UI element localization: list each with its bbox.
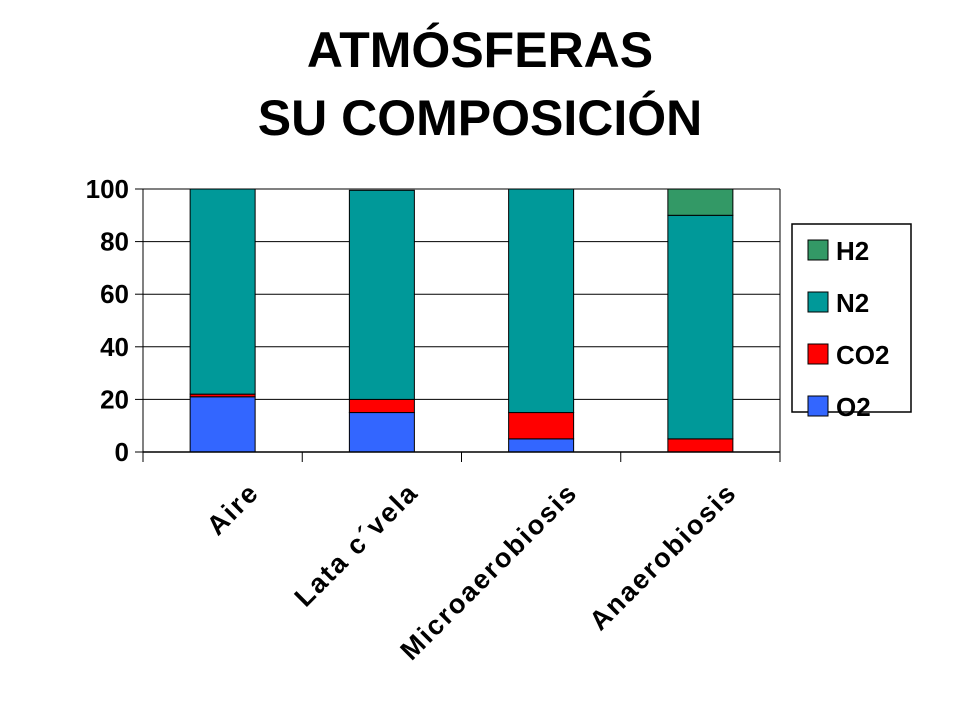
- bars-layer: [189, 188, 734, 453]
- x-category-label: Lata c´vela: [289, 477, 424, 612]
- bar-segment-n2: [189, 188, 256, 395]
- x-category-label: Microaerobiosis: [395, 477, 584, 666]
- bar-segment-n2: [348, 189, 415, 400]
- legend-label-h2: H2: [836, 236, 869, 266]
- x-category-label: Aire: [201, 477, 265, 541]
- bar-segment-o2: [348, 412, 415, 453]
- bar-segment-co2: [348, 398, 415, 414]
- y-tick-label: 40: [100, 332, 129, 362]
- y-tick-label: 60: [100, 279, 129, 309]
- y-tick-label: 20: [100, 384, 129, 414]
- chart-subtitle: SU COMPOSICIÓN: [257, 90, 703, 146]
- x-category-label: Anaerobiosis: [583, 477, 742, 636]
- y-tick-label: 80: [100, 227, 129, 257]
- bar-segment-co2: [508, 412, 575, 440]
- legend: H2 N2 CO2 O2: [791, 223, 912, 422]
- legend-swatch-n2: [807, 291, 829, 313]
- legend-swatch-co2: [807, 343, 829, 365]
- bar-segment-o2: [508, 438, 575, 453]
- bar-segment-n2: [508, 188, 575, 414]
- legend-label-o2: O2: [836, 392, 871, 422]
- legend-label-co2: CO2: [836, 340, 889, 370]
- bar-segment-o2: [189, 396, 256, 453]
- legend-swatch-h2: [807, 239, 829, 261]
- chart-title: ATMÓSFERAS: [306, 22, 654, 78]
- legend-label-n2: N2: [836, 288, 869, 318]
- bar-segment-co2: [667, 438, 734, 453]
- y-tick-label: 100: [86, 174, 129, 204]
- legend-swatch-o2: [807, 395, 829, 417]
- bar-segment-h2: [667, 188, 734, 216]
- y-tick-label: 0: [115, 437, 129, 467]
- bar-segment-n2: [667, 214, 734, 440]
